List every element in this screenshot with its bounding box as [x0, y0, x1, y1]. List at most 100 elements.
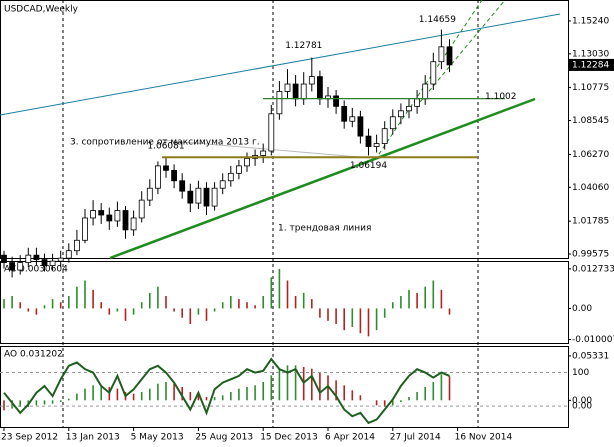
- price-label: 1.14659: [419, 15, 456, 25]
- channel-line: [0, 13, 561, 116]
- channel-dashed: [419, 0, 506, 103]
- y-tick-label: 1.06270: [572, 150, 609, 160]
- histogram-bar: [35, 400, 38, 406]
- histogram-bar: [286, 365, 289, 401]
- candle-body: [244, 158, 250, 167]
- candle-body: [406, 105, 412, 112]
- candle-body: [308, 76, 315, 85]
- histogram-bar: [165, 382, 167, 401]
- price-label: 1.06081: [147, 142, 184, 152]
- y2-tick-label: 100: [572, 368, 589, 378]
- histogram-bar: [205, 308, 208, 321]
- level-label: 1.1002: [485, 92, 517, 102]
- histogram-bar: [84, 280, 86, 309]
- histogram-bar: [278, 268, 281, 309]
- price-box: [569, 58, 614, 71]
- candle-body: [397, 110, 404, 118]
- histogram-bar: [383, 308, 386, 318]
- y-tick-label: 1.15240: [572, 16, 609, 26]
- histogram-bar: [68, 398, 70, 401]
- histogram-bar: [254, 385, 256, 401]
- candle-body: [74, 239, 80, 252]
- histogram-bar: [68, 296, 70, 309]
- y-tick-label: 0.00: [572, 304, 592, 314]
- histogram-bar: [27, 308, 30, 312]
- histogram-bar: [359, 308, 362, 334]
- current-price: 1.12284: [572, 60, 609, 70]
- ao-frame: [0, 346, 569, 428]
- histogram-bar: [351, 390, 354, 401]
- histogram-bar: [246, 387, 248, 401]
- candle-body: [357, 116, 364, 137]
- histogram-bar: [327, 308, 329, 321]
- candle-body: [446, 46, 453, 66]
- histogram-bar: [3, 299, 5, 309]
- histogram-bar: [157, 383, 159, 401]
- histogram-bar: [392, 302, 394, 309]
- histogram-bar: [351, 308, 354, 328]
- histogram-bar: [213, 397, 216, 401]
- candle-body: [49, 260, 56, 266]
- candle-body: [276, 91, 283, 115]
- histogram-bar: [43, 400, 46, 405]
- histogram-bar: [383, 400, 386, 407]
- histogram-bar: [424, 286, 426, 309]
- y-tick-label: 1.10775: [572, 83, 609, 93]
- histogram-bar: [165, 296, 167, 309]
- histogram-bar: [246, 302, 248, 309]
- histogram-bar: [375, 308, 378, 331]
- candle-body: [57, 257, 64, 262]
- candle-body: [381, 128, 388, 144]
- histogram-bar: [76, 393, 78, 401]
- candle-body: [300, 83, 307, 100]
- oscillator-line: [3, 357, 450, 425]
- histogram-bar: [432, 280, 435, 309]
- y-tick-label: 0.05331: [572, 351, 609, 361]
- candle-body: [146, 187, 153, 201]
- candle-body: [219, 180, 226, 189]
- histogram-bar: [278, 368, 281, 401]
- histogram-bar: [173, 308, 175, 312]
- ac-title: AC 0.0030604: [4, 265, 68, 275]
- histogram-bar: [221, 395, 224, 401]
- histogram-bar: [270, 277, 273, 309]
- histogram-bar: [392, 400, 394, 406]
- histogram-bar: [230, 392, 232, 401]
- histogram-bar: [302, 292, 305, 309]
- frames: [0, 0, 569, 428]
- candle-body: [98, 210, 105, 216]
- histogram-bar: [424, 387, 426, 401]
- candle-body: [41, 259, 48, 266]
- y-tick-label: 1.01785: [572, 217, 609, 227]
- candle-body: [211, 187, 218, 207]
- histogram-bar: [149, 388, 151, 401]
- histogram-bar: [343, 385, 345, 401]
- histogram-bar: [197, 393, 200, 401]
- histogram-bar: [311, 299, 313, 309]
- histogram-bar: [286, 280, 289, 309]
- candle-body: [316, 76, 323, 100]
- candle-body: [154, 165, 161, 189]
- histogram-bar: [59, 302, 62, 309]
- candle-body: [227, 172, 234, 182]
- x-tick-label: 25 Aug 2013: [195, 433, 253, 443]
- candle-body: [163, 165, 169, 171]
- histogram-bar: [205, 397, 208, 401]
- histogram-bar: [254, 305, 256, 309]
- histogram-bar: [3, 400, 5, 411]
- annotation: 3. сопротивление от максимума 2013 г.: [70, 138, 260, 148]
- y-tick-label: 0.012733: [572, 264, 614, 274]
- histogram-bar: [124, 308, 127, 321]
- candle-body: [187, 190, 194, 204]
- candle-body: [414, 98, 421, 107]
- histogram-bar: [221, 302, 224, 309]
- x-tick-label: 5 May 2013: [131, 433, 184, 443]
- candle-body: [430, 61, 437, 85]
- candle-body: [203, 187, 210, 207]
- histogram-bar: [116, 308, 119, 312]
- histogram-bar: [132, 308, 135, 315]
- x-tick-label: 23 Sep 2012: [1, 433, 58, 443]
- histogram-bar: [238, 388, 240, 401]
- histogram-bar: [11, 400, 13, 409]
- histogram-bar: [140, 302, 143, 309]
